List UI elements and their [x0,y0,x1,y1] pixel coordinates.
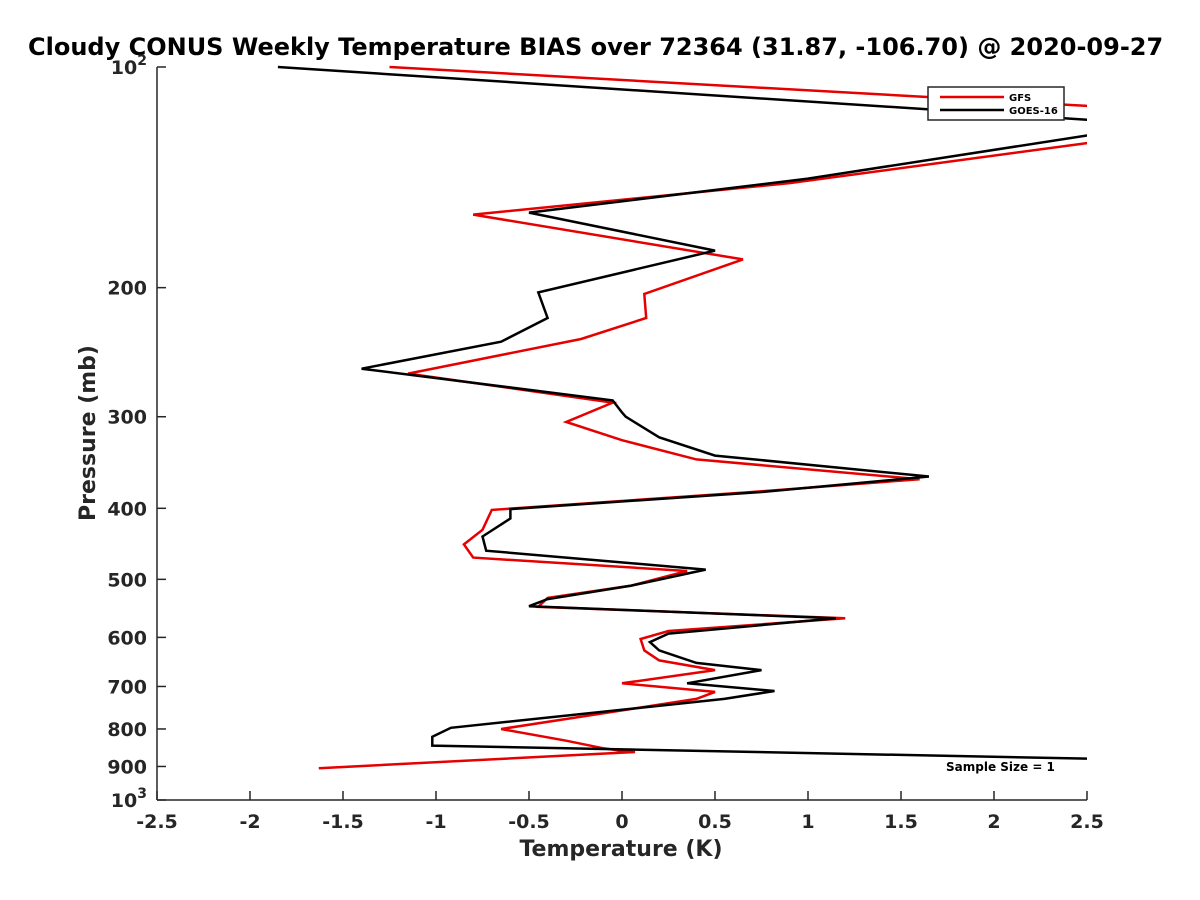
y-tick-label: 600 [107,627,147,649]
x-tick-label: 0 [615,811,628,833]
x-tick-label: 1.5 [884,811,918,833]
y-tick-label: 200 [107,278,147,300]
x-tick-label: -0.5 [508,811,550,833]
y-tick-label: 800 [107,719,147,741]
x-tick-label: -2.5 [136,811,178,833]
plot-lines [277,65,1087,770]
y-tick-label: 103 [111,786,147,812]
y-tick-label: 102 [111,53,147,79]
chart-title: Cloudy CONUS Weekly Temperature BIAS ove… [28,33,1163,61]
sample-size-annotation: Sample Size = 1 [946,760,1055,774]
x-tick-label: 2.5 [1070,811,1104,833]
x-tick-label: -1 [425,811,446,833]
x-ticks: -2.5 -2 -1.5 -1 -0.5 0 0.5 1 1.5 2 2.5 [136,791,1104,833]
x-tick-label: -1.5 [322,811,364,833]
legend-label-gfs: GFS [1009,93,1031,104]
x-tick-label: -2 [239,811,260,833]
y-tick-label: 500 [107,569,147,591]
legend: GFS GOES-16 [927,86,1065,121]
x-axis-label: Temperature (K) [519,837,722,862]
y-ticks: 102 200 300 400 500 600 700 800 900 103 [107,53,166,812]
series-line-gfs [318,65,1087,770]
y-axis-label: Pressure (mb) [76,345,101,521]
y-tick-label: 300 [107,407,147,429]
x-tick-label: 0.5 [698,811,732,833]
x-tick-label: 1 [801,811,814,833]
legend-label-goes16: GOES-16 [1009,106,1058,117]
y-tick-label: 700 [107,676,147,698]
legend-box [927,86,1065,121]
series-line-goes16 [277,65,1087,760]
y-tick-label: 900 [107,756,147,778]
y-tick-label: 400 [107,498,147,520]
x-tick-label: 2 [987,811,1000,833]
